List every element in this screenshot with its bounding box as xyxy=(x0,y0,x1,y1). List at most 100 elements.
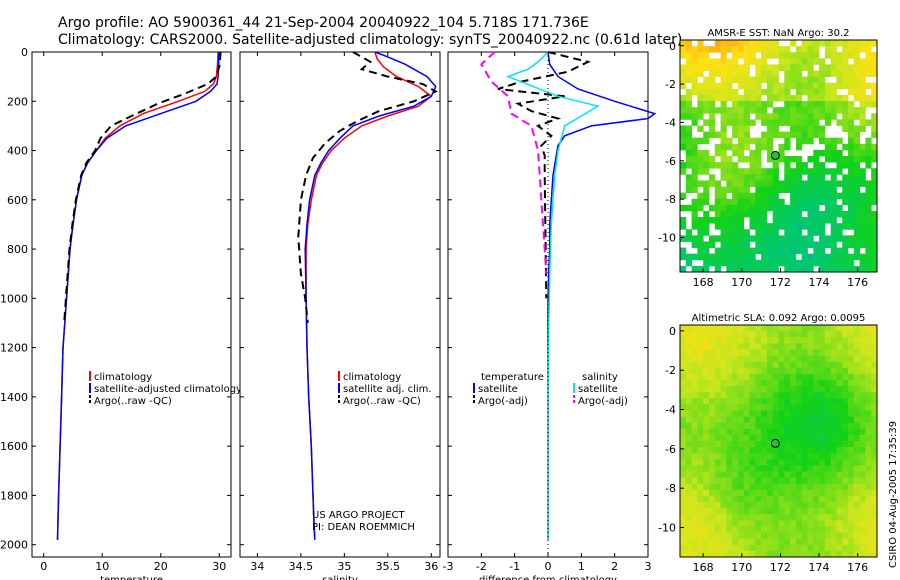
sla-cell xyxy=(772,398,779,405)
sst-cell xyxy=(720,137,727,145)
sst-cell xyxy=(853,58,861,65)
sst-cell xyxy=(790,58,797,65)
sla-cell xyxy=(749,459,756,466)
sla-cell xyxy=(842,373,849,381)
sst-cell xyxy=(755,76,762,84)
sst-cell xyxy=(720,210,727,218)
sla-cell xyxy=(830,349,837,356)
sst-cell xyxy=(749,217,756,224)
sst-cell xyxy=(720,149,727,157)
sst-cell xyxy=(691,198,698,206)
sst-cell xyxy=(772,125,779,132)
sst-cell xyxy=(807,119,814,126)
sla-cell xyxy=(865,544,872,552)
sst-cell xyxy=(824,70,832,78)
sla-cell xyxy=(714,514,721,521)
sal-xtick-label: 35 xyxy=(337,560,351,573)
sla-cell xyxy=(743,520,750,527)
sla-cell xyxy=(732,367,739,375)
sst-cell xyxy=(720,52,727,59)
sla-cell xyxy=(732,337,739,344)
sla-cell xyxy=(685,379,692,387)
sst-cell xyxy=(743,156,750,163)
sla-cell xyxy=(685,410,692,417)
sla-cell xyxy=(865,373,872,381)
sst-cell xyxy=(824,259,832,267)
sst-cell xyxy=(859,198,866,206)
sla-cell xyxy=(691,538,698,546)
sla-cell xyxy=(685,453,692,460)
sla-cell xyxy=(697,331,704,338)
sst-cell xyxy=(842,259,849,267)
sla-cell xyxy=(726,379,733,387)
sla-cell xyxy=(708,471,716,479)
sla-cell xyxy=(871,379,878,387)
sst-cell xyxy=(784,137,791,145)
sst-cell xyxy=(732,265,739,273)
sla-cell xyxy=(685,544,692,552)
sst-cell xyxy=(685,58,692,65)
sla-cell xyxy=(755,483,762,491)
sst-cell xyxy=(790,265,797,273)
sla-cell xyxy=(807,514,814,521)
sla-cell xyxy=(726,355,733,363)
sla-cell xyxy=(871,532,878,540)
sla-cell xyxy=(842,514,849,521)
sst-cell xyxy=(714,46,721,53)
sst-cell xyxy=(691,265,698,273)
sst-cell xyxy=(680,46,687,53)
sla-cell xyxy=(743,483,750,491)
sla-cell xyxy=(824,337,832,344)
sst-cell xyxy=(824,192,832,200)
sst-cell xyxy=(824,119,832,126)
sla-cell xyxy=(778,477,785,485)
sla-cell xyxy=(801,465,808,472)
sst-cell xyxy=(714,131,721,139)
sla-cell xyxy=(865,386,872,393)
sst-cell xyxy=(749,247,756,255)
sla-cell xyxy=(830,367,837,375)
sst-cell xyxy=(726,265,733,273)
sst-cell xyxy=(778,143,785,151)
sst-cell xyxy=(732,131,739,139)
sst-cell xyxy=(801,131,808,139)
sst-cell xyxy=(772,198,779,206)
sla-cell xyxy=(824,532,832,540)
sla-cell xyxy=(772,502,779,509)
sla-cell xyxy=(824,550,832,558)
sla-cell xyxy=(778,508,785,515)
sst-cell xyxy=(830,64,837,71)
sst-cell xyxy=(772,168,779,175)
sla-cell xyxy=(772,532,779,540)
sst-cell xyxy=(819,107,826,114)
sst-cell xyxy=(859,70,866,78)
sla-cell xyxy=(871,447,878,454)
sst-cell xyxy=(830,259,837,267)
sst-cell xyxy=(778,64,785,71)
sla-cell xyxy=(795,398,803,405)
sla-cell xyxy=(819,489,826,497)
sla-cell xyxy=(842,434,849,442)
sst-cell xyxy=(732,149,739,157)
sla-cell xyxy=(680,447,687,454)
sla-cell xyxy=(859,349,866,356)
sla-cell xyxy=(790,502,797,509)
sst-cell xyxy=(755,217,762,224)
sla-cell xyxy=(819,453,826,460)
sst-cell xyxy=(813,46,820,53)
sla-cell xyxy=(853,465,861,472)
sst-cell xyxy=(790,253,797,261)
sla-cell xyxy=(749,398,756,405)
sla-cell xyxy=(842,337,849,344)
sst-cell xyxy=(732,259,739,267)
sst-cell xyxy=(761,217,768,224)
sst-cell xyxy=(743,94,750,102)
sst-cell xyxy=(766,64,774,71)
sst-cell xyxy=(697,46,704,53)
sla-cell xyxy=(743,532,750,540)
sst-cell xyxy=(795,174,803,181)
sst-cell xyxy=(720,223,727,230)
sla-cell xyxy=(784,483,791,491)
sla-cell xyxy=(697,337,704,344)
sla-cell xyxy=(697,459,704,466)
